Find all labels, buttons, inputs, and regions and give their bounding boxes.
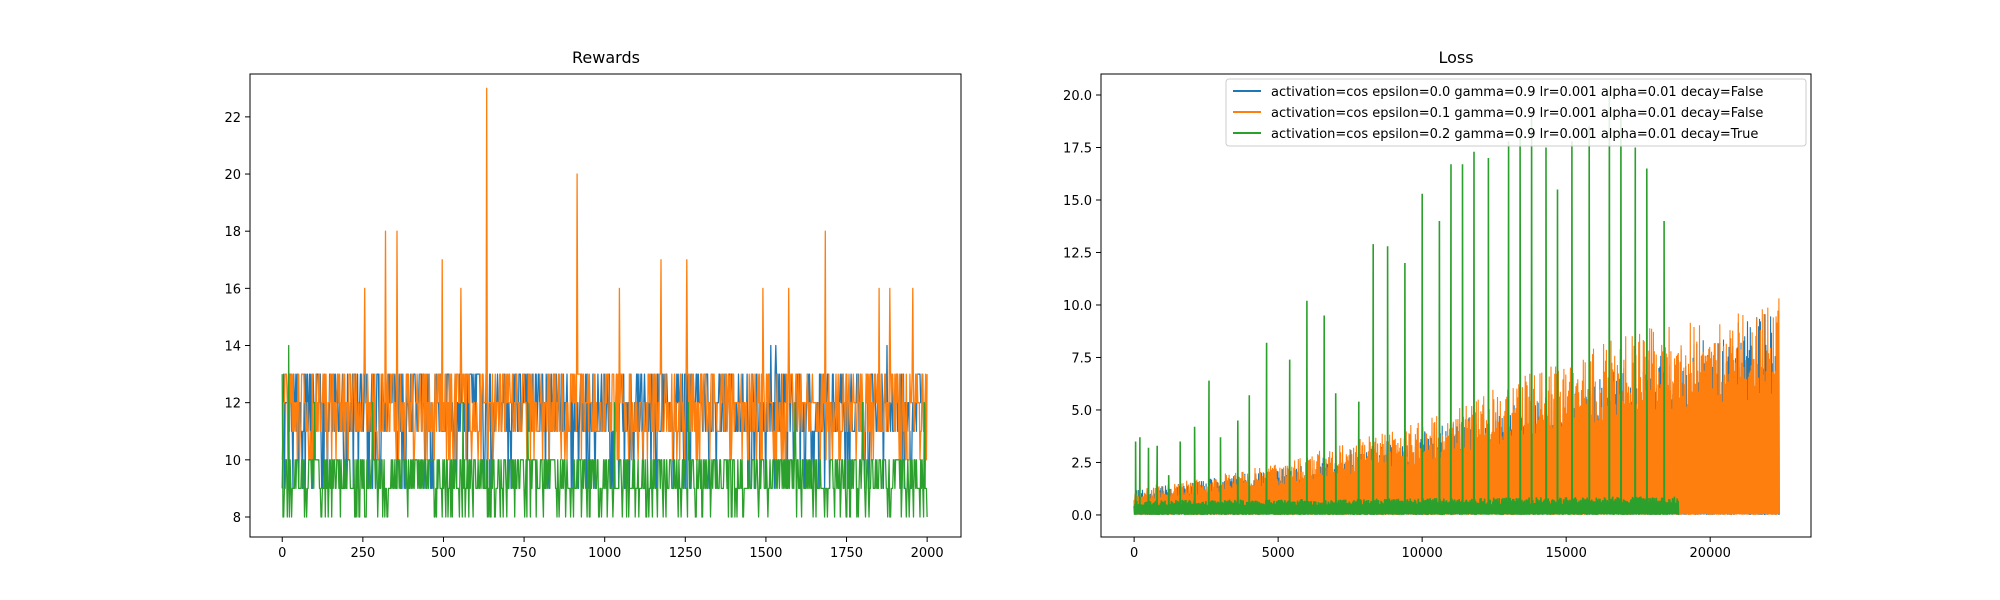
rewards-xtick-label: 1500 — [749, 546, 782, 561]
loss-x-axis: 0 5000 10000 15000 20000 — [1130, 537, 1731, 561]
rewards-xtick-label: 1750 — [830, 546, 863, 561]
rewards-ytick-label: 14 — [224, 340, 241, 355]
rewards-ytick-label: 20 — [224, 168, 241, 183]
rewards-ytick-label: 16 — [224, 282, 241, 297]
rewards-xtick-label: 250 — [350, 546, 375, 561]
rewards-ytick-label: 12 — [224, 397, 241, 412]
loss-ytick-label: 17.5 — [1063, 141, 1092, 156]
rewards-ytick-label: 18 — [224, 225, 241, 240]
rewards-xtick-label: 1000 — [588, 546, 621, 561]
loss-xtick-label: 15000 — [1545, 546, 1586, 561]
loss-xtick-label: 10000 — [1401, 546, 1442, 561]
legend-box — [1225, 78, 1807, 147]
rewards-series-epsilon-1 — [281, 87, 928, 461]
rewards-ytick-label: 22 — [224, 111, 241, 126]
loss-ytick-label: 10.0 — [1063, 299, 1092, 314]
rewards-series-epsilon-2 — [281, 344, 928, 518]
rewards-xtick-label: 0 — [278, 546, 286, 561]
loss-ytick-label: 7.5 — [1071, 351, 1092, 366]
legend-label-epsilon-1: activation=cos epsilon=0.1 gamma=0.9 lr=… — [1271, 106, 1763, 121]
loss-y-axis: 0.0 2.5 5.0 7.5 10.0 12.5 15.0 17.5 20.0 — [1063, 89, 1101, 524]
rewards-ytick-label: 10 — [224, 454, 241, 469]
rewards-plot-frame — [249, 73, 962, 538]
rewards-xtick-label: 750 — [512, 546, 537, 561]
loss-ytick-label: 2.5 — [1071, 456, 1092, 471]
loss-xtick-label: 0 — [1130, 546, 1138, 561]
rewards-xtick-label: 500 — [431, 546, 456, 561]
rewards-title: Rewards — [572, 48, 640, 67]
rewards-series-epsilon-0 — [281, 344, 928, 490]
loss-ytick-label: 0.0 — [1071, 509, 1092, 524]
loss-legend: activation=cos epsilon=0.0 gamma=0.9 lr=… — [1225, 78, 1807, 147]
rewards-chart: Rewards 0 250 500 750 1000 1250 1500 1750 2000 8… — [224, 48, 962, 561]
loss-title: Loss — [1438, 48, 1473, 67]
loss-series-group — [1133, 88, 1780, 516]
rewards-xtick-label: 1250 — [669, 546, 702, 561]
legend-label-epsilon-0: activation=cos epsilon=0.0 gamma=0.9 lr=… — [1271, 85, 1763, 100]
loss-xtick-label: 5000 — [1262, 546, 1295, 561]
loss-chart: Loss 0 5000 10000 15000 20000 0.0 2.5 5.0 7.5 10… — [1063, 48, 1812, 561]
legend-label-epsilon-2: activation=cos epsilon=0.2 gamma=0.9 lr=… — [1271, 127, 1758, 142]
loss-ytick-label: 12.5 — [1063, 246, 1092, 261]
loss-xtick-label: 20000 — [1690, 546, 1731, 561]
loss-plot-frame — [1100, 73, 1812, 538]
rewards-ytick-label: 8 — [233, 511, 241, 526]
loss-ytick-label: 15.0 — [1063, 194, 1092, 209]
loss-ytick-label: 20.0 — [1063, 89, 1092, 104]
loss-series-epsilon-2 — [1133, 88, 1680, 516]
rewards-series-group — [281, 87, 928, 518]
loss-ytick-label: 5.0 — [1071, 404, 1092, 419]
rewards-xtick-label: 2000 — [911, 546, 944, 561]
rewards-x-axis: 0 250 500 750 1000 1250 1500 1750 2000 — [278, 537, 944, 561]
rewards-y-axis: 8 10 12 14 16 18 20 22 — [224, 111, 250, 526]
